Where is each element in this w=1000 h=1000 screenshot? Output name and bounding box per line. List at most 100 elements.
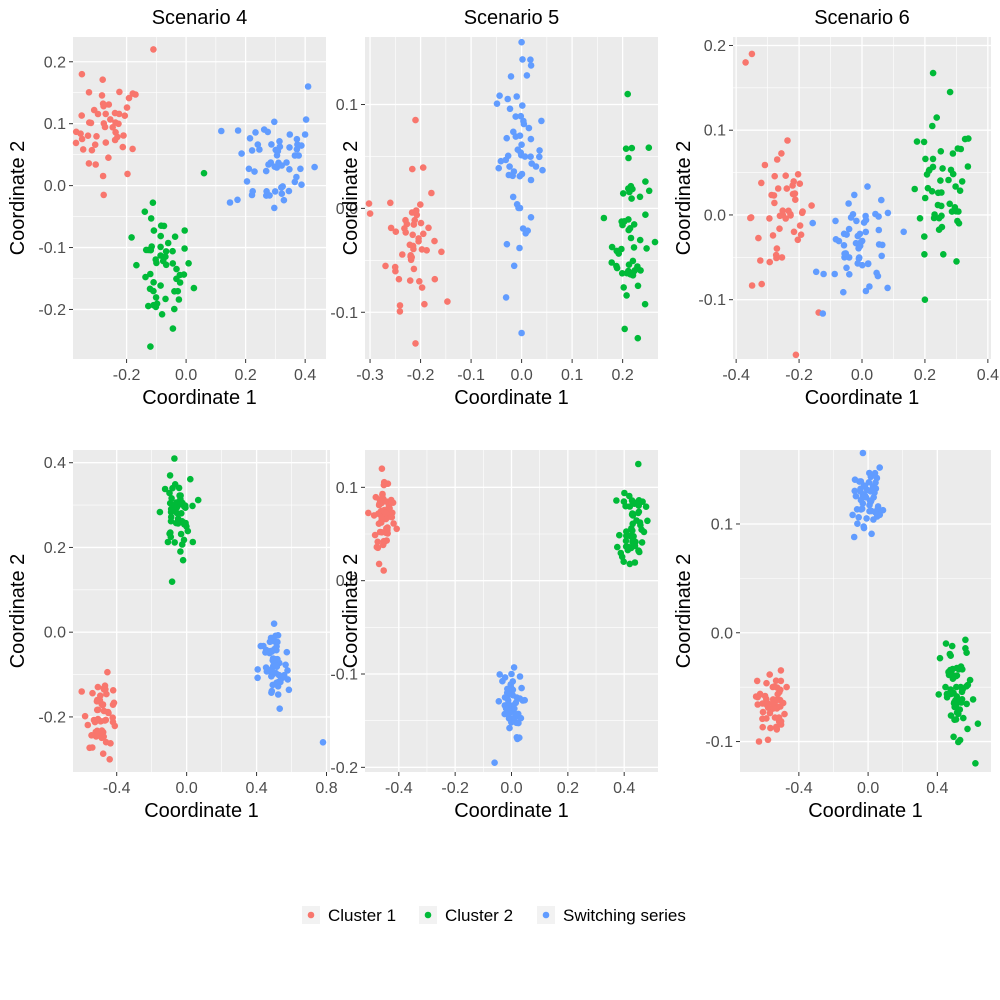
data-point bbox=[417, 219, 425, 227]
data-point bbox=[840, 288, 847, 296]
data-point bbox=[304, 83, 312, 90]
data-point bbox=[382, 509, 389, 517]
data-point bbox=[497, 157, 505, 165]
data-point bbox=[129, 145, 136, 153]
data-point bbox=[628, 525, 635, 532]
data-point bbox=[147, 215, 155, 222]
data-point bbox=[293, 135, 301, 143]
data-point bbox=[758, 179, 765, 187]
data-point bbox=[276, 705, 284, 712]
data-point bbox=[125, 94, 133, 102]
data-point bbox=[959, 685, 967, 693]
data-point bbox=[102, 110, 109, 118]
data-point bbox=[621, 489, 628, 497]
data-point bbox=[853, 217, 860, 225]
data-point bbox=[858, 505, 866, 513]
data-point bbox=[767, 724, 774, 732]
legend-entry: Cluster 2 bbox=[419, 906, 513, 925]
data-point bbox=[742, 59, 749, 66]
data-point bbox=[620, 284, 627, 291]
data-point bbox=[104, 708, 112, 716]
data-point bbox=[77, 130, 84, 137]
data-point bbox=[284, 676, 292, 683]
y-tick-label: 0.2 bbox=[44, 54, 66, 71]
data-point bbox=[171, 305, 178, 313]
data-point bbox=[171, 455, 178, 462]
data-point bbox=[884, 284, 891, 292]
data-point bbox=[374, 538, 382, 546]
data-point bbox=[629, 257, 637, 265]
data-point bbox=[503, 240, 511, 248]
data-point bbox=[175, 296, 183, 303]
data-point bbox=[142, 273, 149, 281]
data-point bbox=[272, 669, 280, 677]
points bbox=[365, 460, 651, 766]
data-point bbox=[766, 215, 773, 222]
data-point bbox=[286, 166, 293, 173]
y-axis-title: Coordinate 2 bbox=[7, 554, 29, 669]
data-point bbox=[513, 93, 520, 100]
data-point bbox=[393, 525, 401, 533]
data-point bbox=[527, 153, 534, 160]
data-point bbox=[174, 520, 182, 527]
data-point bbox=[145, 302, 152, 310]
data-point bbox=[859, 449, 867, 457]
data-point bbox=[634, 334, 642, 342]
data-point bbox=[964, 725, 971, 733]
data-point bbox=[171, 481, 179, 488]
data-point bbox=[958, 696, 966, 703]
data-point bbox=[916, 215, 924, 222]
data-point bbox=[169, 247, 176, 255]
data-point bbox=[516, 172, 524, 180]
data-point bbox=[511, 705, 518, 712]
data-point bbox=[608, 259, 615, 266]
data-point bbox=[254, 674, 261, 682]
data-point bbox=[972, 760, 979, 767]
data-point bbox=[854, 520, 861, 527]
data-point bbox=[200, 169, 208, 177]
data-point bbox=[778, 150, 785, 157]
data-point bbox=[262, 649, 269, 656]
data-point bbox=[792, 196, 799, 203]
data-point bbox=[625, 154, 632, 162]
data-point bbox=[812, 268, 820, 276]
data-point bbox=[392, 228, 400, 235]
data-point bbox=[157, 252, 164, 259]
data-point bbox=[93, 706, 101, 714]
data-point bbox=[157, 232, 164, 240]
data-point bbox=[776, 212, 784, 220]
data-point bbox=[868, 530, 875, 538]
data-point bbox=[642, 178, 649, 185]
data-point bbox=[622, 145, 630, 152]
data-point bbox=[766, 709, 774, 717]
data-point bbox=[168, 578, 176, 585]
data-point bbox=[109, 687, 117, 694]
data-point bbox=[182, 504, 189, 512]
data-point bbox=[278, 190, 286, 197]
data-point bbox=[382, 262, 389, 270]
y-tick-label: -0.1 bbox=[38, 240, 66, 257]
data-point bbox=[796, 222, 804, 229]
data-point bbox=[870, 494, 877, 501]
data-point bbox=[536, 147, 543, 154]
data-point bbox=[412, 116, 419, 124]
data-point bbox=[757, 257, 764, 264]
y-tick-label: 0.2 bbox=[44, 540, 66, 557]
data-point bbox=[285, 187, 293, 195]
data-point bbox=[396, 302, 404, 309]
data-point bbox=[81, 712, 89, 720]
data-point bbox=[504, 95, 512, 103]
data-point bbox=[431, 237, 438, 245]
data-point bbox=[863, 515, 870, 522]
data-point bbox=[518, 141, 525, 148]
data-point bbox=[797, 231, 805, 238]
data-point bbox=[133, 261, 140, 269]
data-point bbox=[522, 230, 529, 237]
data-point bbox=[630, 244, 638, 251]
data-point bbox=[518, 329, 525, 337]
data-point bbox=[953, 683, 960, 691]
data-point bbox=[510, 168, 518, 175]
data-point bbox=[850, 533, 858, 541]
data-point bbox=[428, 189, 435, 197]
data-point bbox=[516, 132, 524, 139]
